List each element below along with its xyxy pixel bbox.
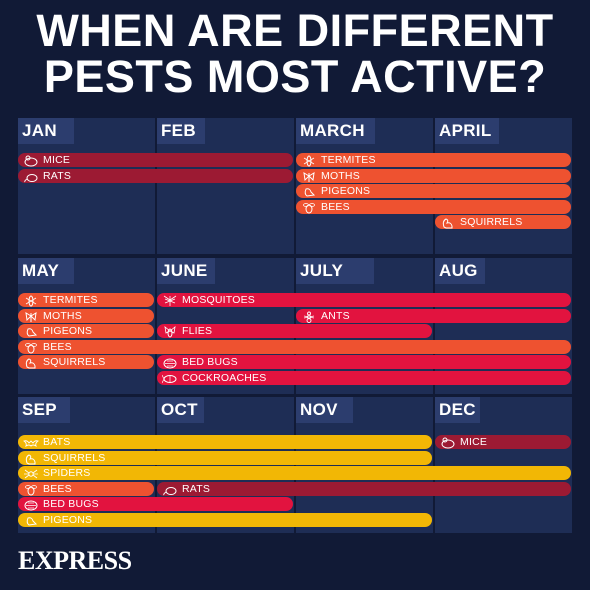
pest-bar-bees: BEES: [18, 481, 154, 496]
termite-icon: [23, 294, 39, 307]
express-logo: EXPRESS: [18, 546, 132, 575]
pest-bar-termites: TERMITES: [18, 293, 154, 307]
pest-bar-mice: MICE: [435, 435, 571, 449]
page-title: WHEN ARE DIFFERENT PESTS MOST ACTIVE?: [0, 8, 590, 100]
pest-bar-label: COCKROACHES: [182, 371, 267, 384]
title-line-1: WHEN ARE DIFFERENT: [36, 5, 554, 56]
termite-icon: [301, 154, 317, 167]
month-label-sep: SEP: [18, 397, 70, 423]
pest-bar-label: TERMITES: [321, 154, 376, 166]
pest-bar-label: TERMITES: [43, 294, 98, 306]
mouse-icon: [23, 154, 39, 167]
pest-bar-termites: TERMITES: [296, 153, 571, 167]
pest-bar-label: BATS: [43, 436, 71, 448]
title-line-2: PESTS MOST ACTIVE?: [43, 51, 547, 102]
pest-bar-cockroaches: COCKROACHES: [157, 370, 571, 385]
fly-icon: [162, 325, 178, 338]
pest-bar-label: SQUIRRELS: [43, 451, 106, 464]
pest-bar-label: MICE: [460, 436, 488, 448]
pigeon-icon: [301, 185, 317, 197]
mosquito-icon: [162, 294, 178, 306]
month-label-may: MAY: [18, 258, 74, 284]
pest-bar-label: PIGEONS: [43, 513, 93, 526]
pest-bar-pigeons: PIGEONS: [18, 324, 154, 338]
month-label-aug: AUG: [435, 258, 485, 284]
pest-bar-rats: RATS: [157, 481, 571, 496]
month-label-april: APRIL: [435, 118, 499, 144]
pest-bar-label: BEES: [43, 340, 72, 353]
pest-bar-spiders: SPIDERS: [18, 466, 571, 480]
pest-bar-bees: BEES: [18, 339, 571, 354]
pest-bar-squirrels: SQUIRRELS: [18, 450, 432, 465]
month-label-oct: OCT: [157, 397, 204, 423]
pest-bar-label: RATS: [43, 169, 72, 182]
pigeon-icon: [23, 514, 39, 526]
bee-icon: [23, 483, 39, 495]
pest-bar-label: MOTHS: [321, 169, 360, 182]
pest-bar-label: BED BUGS: [43, 498, 99, 510]
squirrel-icon: [23, 356, 39, 369]
pest-bar-squirrels: SQUIRRELS: [18, 355, 154, 369]
squirrel-icon: [23, 452, 39, 464]
pest-bar-moths: MOTHS: [18, 308, 154, 323]
pest-bar-label: SPIDERS: [43, 467, 91, 479]
pest-bar-bees: BEES: [296, 199, 571, 214]
rat-icon: [23, 170, 39, 182]
pest-bar-label: ANTS: [321, 309, 350, 322]
moth-icon: [301, 170, 317, 182]
pest-bar-flies: FLIES: [157, 324, 432, 338]
pest-bar-bed-bugs: BED BUGS: [157, 355, 571, 369]
pest-bar-label: BEES: [321, 200, 350, 213]
squirrel-icon: [440, 216, 456, 229]
pest-bar-label: PIGEONS: [321, 185, 371, 197]
mouse-icon: [440, 436, 456, 449]
rat-icon: [162, 483, 178, 495]
pest-bar-label: PIGEONS: [43, 325, 93, 337]
month-label-june: JUNE: [157, 258, 215, 284]
month-label-feb: FEB: [157, 118, 205, 144]
pest-bar-label: SQUIRRELS: [43, 356, 106, 368]
bat-icon: [22, 436, 40, 448]
pest-bar-pigeons: PIGEONS: [18, 512, 432, 527]
bedbug-icon: [23, 498, 39, 511]
pest-bar-label: SQUIRRELS: [460, 216, 523, 228]
pigeon-icon: [23, 325, 39, 337]
spider-icon: [23, 467, 39, 479]
bedbug-icon: [162, 356, 178, 369]
bee-icon: [23, 341, 39, 353]
pest-bar-squirrels: SQUIRRELS: [435, 215, 571, 229]
pest-bar-ants: ANTS: [296, 308, 571, 323]
month-label-july: JULY: [296, 258, 374, 284]
pest-bar-bed-bugs: BED BUGS: [18, 497, 293, 511]
pest-bar-mosquitoes: MOSQUITOES: [157, 293, 571, 307]
month-label-nov: NOV: [296, 397, 353, 423]
bee-icon: [301, 201, 317, 213]
month-label-jan: JAN: [18, 118, 74, 144]
pest-bar-label: MOSQUITOES: [182, 294, 255, 306]
pest-bar-label: BED BUGS: [182, 356, 238, 368]
moth-icon: [23, 310, 39, 322]
pest-bar-mice: MICE: [18, 153, 293, 167]
pest-bar-label: MOTHS: [43, 309, 82, 322]
month-label-dec: DEC: [435, 397, 480, 423]
pest-bar-bats: BATS: [18, 435, 432, 449]
pest-bar-moths: MOTHS: [296, 168, 571, 183]
ant-icon: [301, 310, 317, 323]
pest-bar-label: FLIES: [182, 325, 213, 337]
month-label-march: MARCH: [296, 118, 375, 144]
pest-bar-pigeons: PIGEONS: [296, 184, 571, 198]
pest-bar-label: MICE: [43, 154, 71, 166]
pest-bar-label: RATS: [182, 482, 211, 495]
pest-bar-rats: RATS: [18, 168, 293, 183]
pest-bar-label: BEES: [43, 482, 72, 495]
cockroach-icon: [161, 372, 178, 384]
